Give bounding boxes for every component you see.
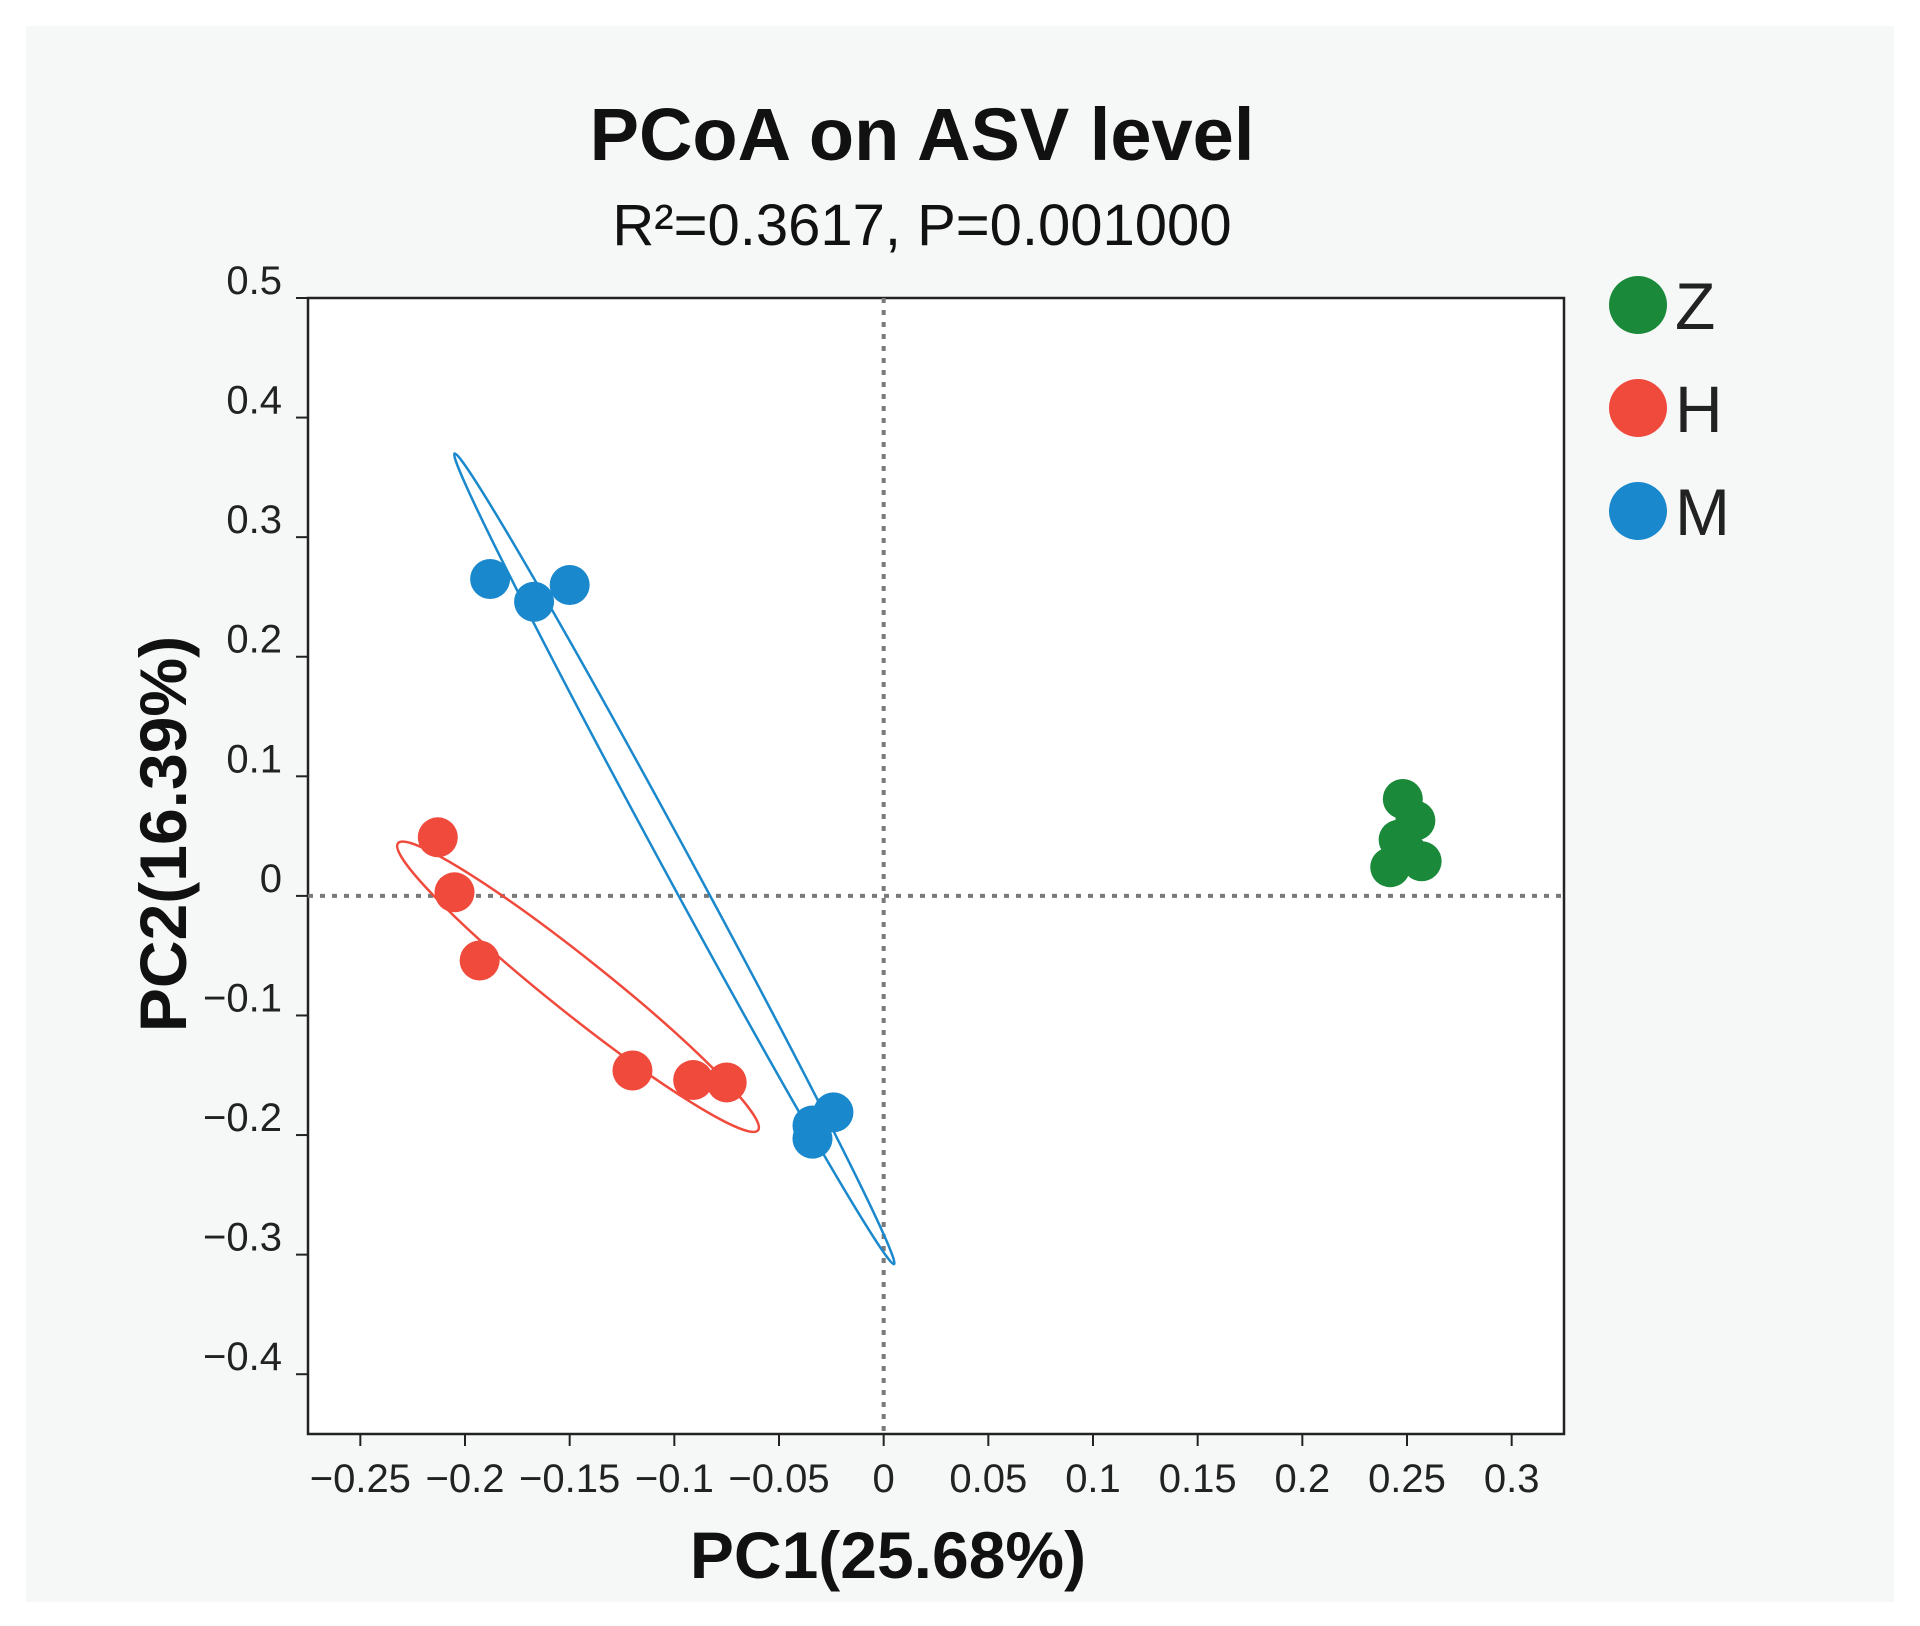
point-h: [459, 940, 500, 981]
chart-title: PCoA on ASV level: [590, 93, 1255, 176]
plot-frame: [306, 296, 1566, 1436]
x-axis-label: PC1(25.68%): [690, 1518, 1086, 1592]
point-h: [706, 1062, 747, 1103]
y-tick-label: 0.3: [226, 498, 282, 542]
point-m: [514, 581, 555, 622]
legend-label-z: Z: [1675, 269, 1715, 343]
y-tick-label: 0.1: [226, 737, 282, 781]
y-tick-label: 0.4: [226, 379, 282, 423]
y-tick-label: −0.4: [203, 1335, 282, 1379]
x-tick-label: 0.2: [1275, 1457, 1331, 1501]
point-m: [792, 1118, 833, 1159]
x-tick-label: −0.15: [519, 1457, 620, 1501]
x-tick-label: −0.05: [728, 1457, 829, 1501]
x-tick-label: 0.25: [1368, 1457, 1446, 1501]
y-tick-label: −0.2: [203, 1096, 282, 1140]
point-z: [1370, 847, 1411, 888]
point-z: [1401, 841, 1442, 882]
point-h: [434, 872, 475, 913]
x-tick-label: 0.3: [1484, 1457, 1540, 1501]
chart-subtitle: R²=0.3617, P=0.001000: [612, 193, 1231, 258]
x-tick-label: −0.25: [310, 1457, 411, 1501]
legend-marker-h: [1609, 379, 1667, 437]
y-tick-label: 0.5: [226, 259, 282, 303]
legend-label-m: M: [1675, 475, 1730, 549]
point-m: [470, 559, 511, 600]
point-m: [549, 564, 590, 605]
plot-area: −0.25 −0.2 −0.15 −0.1 −0.05 0 0.05 0.1 0.15 0.2 0.…: [203, 259, 1566, 1501]
confidence-ellipse-m: [452, 452, 896, 1266]
x-tick-label: −0.1: [635, 1457, 714, 1501]
x-tick-label: 0.05: [949, 1457, 1027, 1501]
y-tick-label: −0.3: [203, 1216, 282, 1260]
point-h: [417, 817, 458, 858]
point-h: [673, 1060, 714, 1101]
x-tick-label: 0.1: [1065, 1457, 1121, 1501]
x-tick-label: 0.15: [1159, 1457, 1237, 1501]
y-tick-label: 0: [260, 857, 282, 901]
legend-marker-m: [1609, 482, 1667, 540]
legend-label-h: H: [1675, 372, 1723, 446]
y-axis-label: PC2(16.39%): [126, 636, 200, 1032]
x-tick-label: 0: [873, 1457, 895, 1501]
legend-marker-z: [1609, 276, 1667, 334]
legend: ZHM: [1609, 269, 1730, 549]
y-tick-label: −0.1: [203, 976, 282, 1020]
y-tick-label: 0.2: [226, 618, 282, 662]
point-h: [612, 1050, 653, 1091]
confidence-ellipse-h: [395, 840, 761, 1134]
x-tick-label: −0.2: [426, 1457, 505, 1501]
